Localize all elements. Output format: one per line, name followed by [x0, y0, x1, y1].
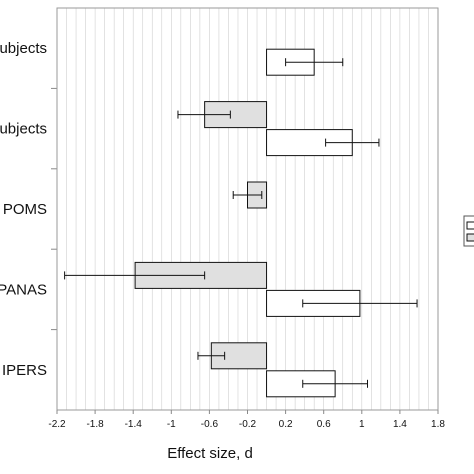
category-label: PANAS — [0, 281, 47, 298]
legend-swatch — [466, 233, 474, 242]
x-tick-label: -1 — [167, 419, 176, 430]
x-tick-label: 1.8 — [431, 419, 445, 430]
x-tick-label: 1.4 — [393, 419, 407, 430]
x-tick-label: -0.2 — [239, 419, 257, 430]
category-label: ubjects — [0, 40, 47, 57]
x-tick-label: -0.6 — [201, 419, 219, 430]
category-labels: ubjects ubjects POMS PANAS IPERS — [0, 40, 47, 379]
category-label: POMS — [3, 201, 47, 218]
x-tick-label: 1 — [359, 419, 365, 430]
legend-box — [463, 215, 474, 247]
legend — [463, 215, 474, 247]
legend-swatch — [466, 221, 474, 230]
bars-group — [134, 48, 361, 398]
error-bars-group — [64, 58, 418, 388]
x-tick-label: -2.2 — [48, 419, 66, 430]
category-label: ubjects — [0, 121, 47, 138]
x-tick-label: -1.4 — [125, 419, 143, 430]
category-label: IPERS — [2, 362, 47, 379]
x-tick-labels: -2.2 -1.8 -1.4 -1 -0.6 -0.2 0.2 0.6 1 1.4 1.8 — [48, 410, 445, 430]
x-tick-label: -1.8 — [86, 419, 104, 430]
x-tick-label: 0.6 — [317, 419, 331, 430]
x-tick-label: 0.2 — [279, 419, 293, 430]
x-axis-title: Effect size, d — [167, 445, 253, 462]
